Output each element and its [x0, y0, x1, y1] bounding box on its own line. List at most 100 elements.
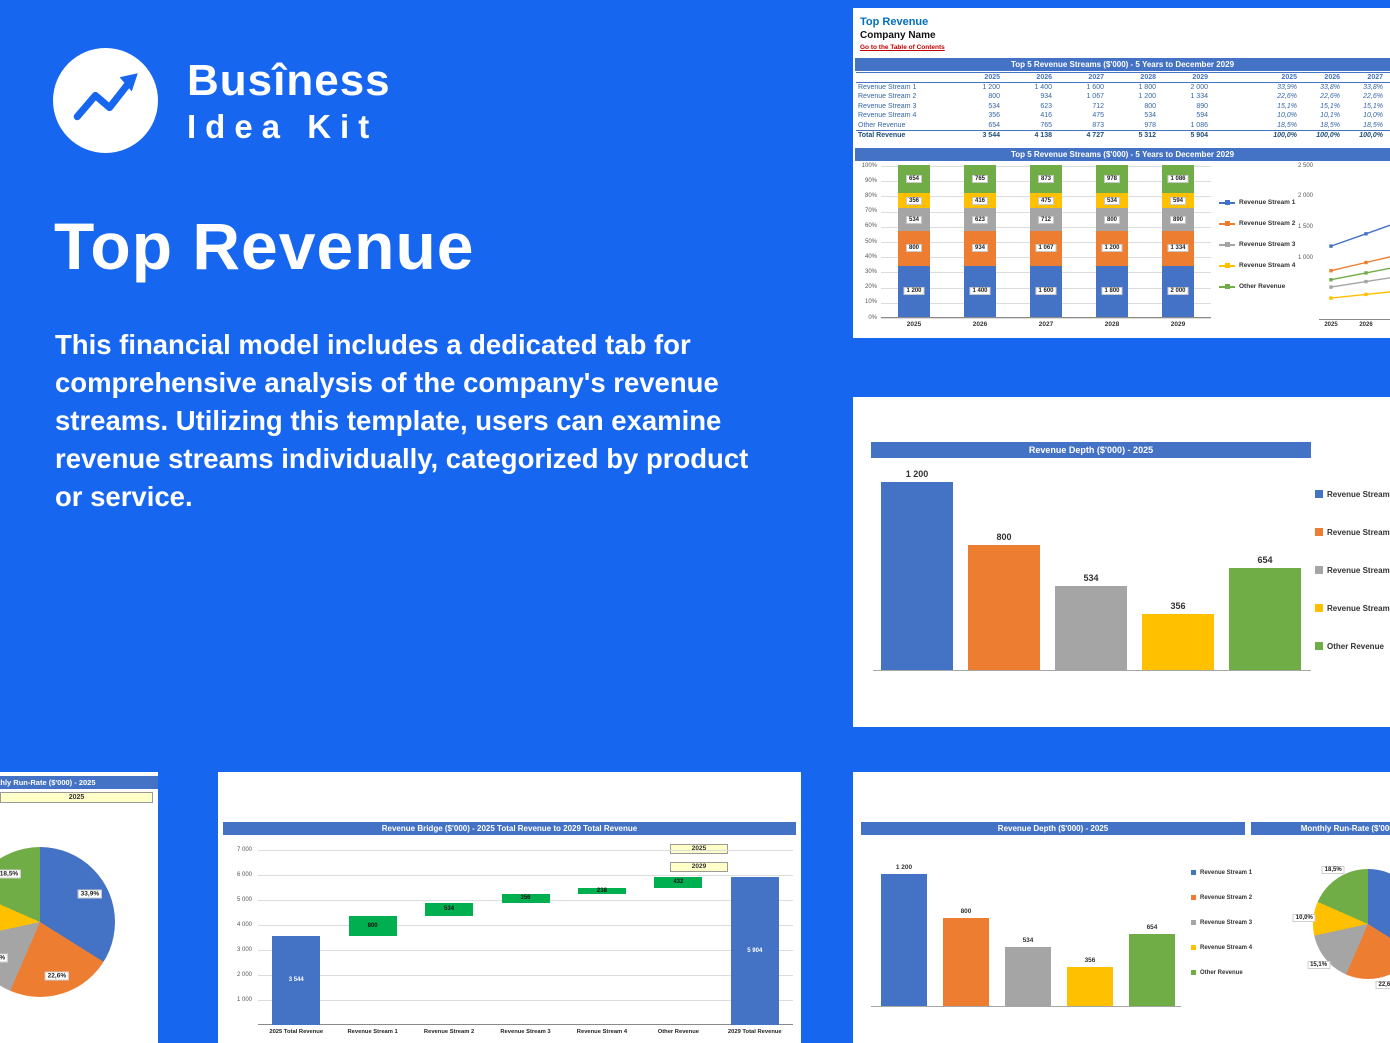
- legend-marker: [1191, 920, 1196, 925]
- bar-segment: 1 086: [1162, 165, 1194, 193]
- line-chart-y-axis: 2 500 2 000 1 500 1 000: [1285, 163, 1315, 306]
- waterfall-bar: [501, 894, 550, 904]
- waterfall-bar: [348, 916, 397, 937]
- bar-segment-label: 2 000: [1167, 287, 1189, 296]
- pie-slice-label: 18,5%: [1321, 866, 1345, 875]
- bar-segment-label: 654: [905, 175, 923, 184]
- bar: [968, 544, 1040, 670]
- run-rate-title-bar: Monthly Run-Rate ($'000) - 2025: [0, 776, 158, 789]
- legend-line-marker: [1219, 200, 1235, 205]
- table-cell: 800: [1144, 102, 1156, 110]
- table-cell: 4 727: [1086, 132, 1104, 139]
- line-point-marker: [1364, 279, 1368, 284]
- year-selectors: 2025 2029: [670, 837, 801, 873]
- table-cell: 594: [1196, 112, 1208, 119]
- pie-slice-label: 15,1%: [1307, 960, 1331, 969]
- row-label: Revenue Stream 1: [858, 83, 917, 91]
- bar-segment: 1 600: [1030, 265, 1062, 317]
- bar-segment: 1 800: [1096, 265, 1128, 317]
- y-axis-label: 90%: [864, 177, 877, 184]
- table-cell: 5 312: [1138, 132, 1156, 139]
- bar-segment: 594: [1162, 192, 1194, 209]
- x-axis-label: 2029: [1170, 321, 1186, 328]
- table-row: Revenue Stream 2 800 934 1 067 1 200 1 334 22,…: [856, 92, 1390, 102]
- bar-segment: 475: [1030, 193, 1062, 209]
- pie-slice-label: 22,6%: [44, 971, 70, 981]
- waterfall-bar: [425, 903, 474, 917]
- y-axis-label: 3 000: [236, 946, 252, 953]
- table-cell: 356: [988, 112, 1000, 119]
- legend-item: Revenue Stream 1: [1219, 192, 1295, 213]
- table-cell: 100,0%: [1273, 132, 1297, 139]
- bar-segment-label: 800: [905, 244, 923, 253]
- y-axis-label: 1 000: [1297, 254, 1313, 261]
- table-cell: 1 600: [1086, 83, 1104, 91]
- revenue-depth-title-bar: Revenue Depth ($'000) - 2025: [871, 442, 1311, 458]
- y-axis-label: 30%: [864, 268, 877, 275]
- line-series: [1330, 224, 1390, 247]
- table-cell: 10,0%: [1363, 112, 1383, 119]
- gridline: [258, 1000, 793, 1001]
- bar: [1055, 586, 1127, 670]
- bar-segment-label: 1 800: [1101, 287, 1123, 296]
- table-cell: 18,5%: [1320, 121, 1340, 129]
- legend-label: Revenue Stream 2: [1239, 220, 1296, 227]
- revenue-depth-plot: 1 200 800 534 356 654: [873, 469, 1311, 671]
- table-cell: 15,1%: [1363, 102, 1383, 110]
- stacked-chart-title-bar: Top 5 Revenue Streams ($'000) - 5 Years …: [855, 148, 1390, 161]
- x-axis-label: 2026: [972, 321, 988, 328]
- gridline: [881, 318, 1211, 319]
- revenue-bridge-title-bar: Revenue Bridge ($'000) - 2025 Total Reve…: [223, 822, 796, 835]
- table-cell: 623: [1040, 102, 1052, 110]
- table-cell: 18,5%: [1277, 121, 1297, 129]
- table-cell: 22,6%: [1277, 93, 1297, 100]
- legend-marker: [1191, 945, 1196, 950]
- table-year-header: 2026: [1036, 74, 1052, 81]
- legend-marker: [1191, 870, 1196, 875]
- depth-and-run-rate-panel: Revenue Depth ($'000) - 2025 Monthly Run…: [853, 772, 1390, 1043]
- table-cell: 475: [1092, 112, 1104, 119]
- table-gap: [1216, 111, 1258, 121]
- table-cell: 873: [1092, 121, 1104, 129]
- chart-legend: Revenue Stream 1 Revenue Stream 2 Revenue …: [1315, 475, 1390, 665]
- table-cell: 800: [988, 93, 1000, 100]
- year-selector[interactable]: 2025: [0, 792, 153, 803]
- page-description: This financial model includes a dedicate…: [55, 329, 749, 512]
- gridline: [258, 925, 793, 926]
- legend-label: Revenue Stream 4: [1239, 262, 1296, 269]
- chart-legend: Revenue Stream 1 Revenue Stream 2 Revenue …: [1219, 192, 1295, 297]
- waterfall-bar: [272, 936, 321, 1025]
- bar-value-label: 534: [1022, 937, 1034, 945]
- row-label: Revenue Stream 4: [858, 112, 917, 119]
- table-title-bar: Top 5 Revenue Streams ($'000) - 5 Years …: [855, 58, 1390, 71]
- stacked-bar: 1 400 934 623 416 765: [964, 165, 996, 317]
- y-axis-label: 10%: [864, 299, 877, 306]
- line-point-marker: [1329, 278, 1333, 282]
- table-cell: 978: [1144, 121, 1156, 129]
- legend-marker: [1315, 528, 1323, 536]
- year-selector-from[interactable]: 2025: [670, 844, 728, 854]
- year-selector-to[interactable]: 2029: [670, 862, 728, 872]
- table-of-contents-link[interactable]: Go to the Table of Contents: [860, 44, 945, 51]
- legend-marker: [1191, 970, 1196, 975]
- bar: [1229, 567, 1301, 670]
- line-point-marker: [1329, 285, 1333, 289]
- bar-segment: 1 334: [1162, 231, 1194, 266]
- table-cell: 1 200: [1138, 93, 1156, 100]
- bar-value-label: 654: [1146, 924, 1158, 932]
- row-label: Other Revenue: [858, 121, 906, 129]
- x-axis-label: 2025 Total Revenue: [269, 1029, 324, 1035]
- y-axis-label: 100%: [861, 162, 877, 169]
- pie-slice-label: 10,0%: [1292, 913, 1316, 922]
- bar-segment: 873: [1030, 165, 1062, 194]
- legend-item: Other Revenue: [1191, 960, 1252, 985]
- bar-segment: 800: [898, 231, 930, 266]
- y-axis-label: 70%: [864, 208, 877, 215]
- legend-label: Other Revenue: [1200, 969, 1243, 976]
- table-cell: 15,1%: [1277, 102, 1297, 110]
- y-axis-label: 80%: [864, 192, 877, 199]
- y-axis-label: 40%: [864, 253, 877, 260]
- pie-slice-label: 33,9%: [77, 889, 103, 899]
- run-rate-title-bar: Monthly Run-Rate ($'000) - 2025: [1251, 822, 1390, 835]
- line-point-marker: [1329, 244, 1333, 248]
